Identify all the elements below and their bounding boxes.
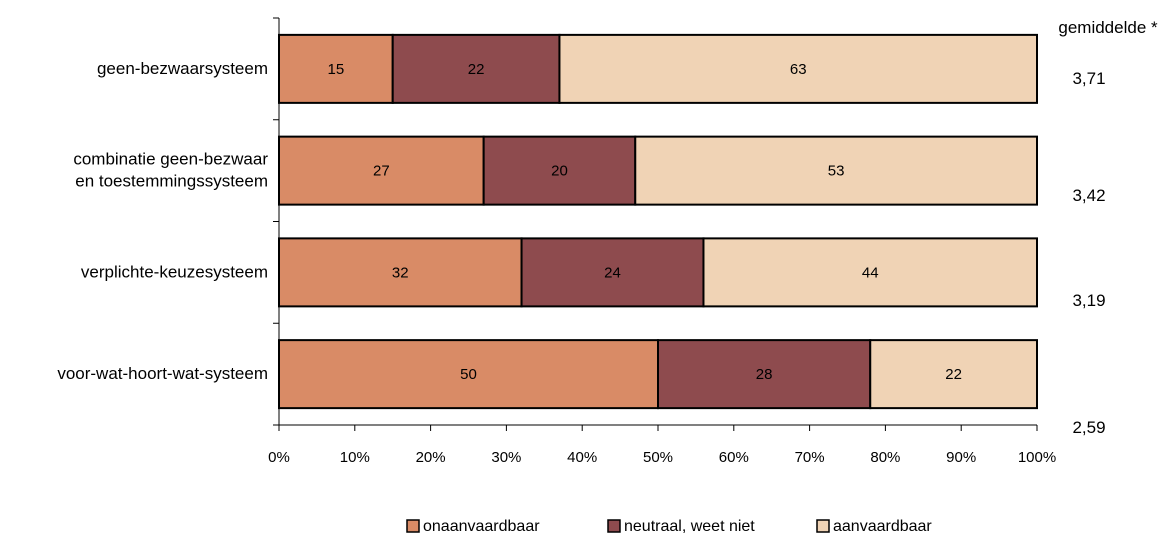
average-value: 2,59	[1072, 418, 1105, 437]
x-tick-label: 20%	[416, 449, 446, 466]
data-label: 20	[551, 163, 568, 180]
bar-segment-aanvaardbaar	[869, 339, 1038, 410]
category-label: geen-bezwaarsysteem	[97, 59, 268, 78]
averages-header: gemiddelde *	[1058, 18, 1158, 37]
legend-swatch-neutraal-weet-niet	[607, 519, 621, 533]
data-label: 27	[373, 163, 390, 180]
bar-segment-aanvaardbaar	[702, 237, 1038, 308]
category-label: combinatie geen-bezwaar	[73, 150, 268, 169]
category-label: verplichte-keuzesysteem	[81, 262, 268, 281]
legend-swatch-aanvaardbaar	[816, 519, 830, 533]
data-label: 32	[392, 264, 409, 281]
bar-segment-aanvaardbaar	[634, 135, 1038, 206]
data-label: 50	[460, 366, 477, 383]
data-label: 15	[328, 61, 345, 78]
bar-segment-neutraal-weet-niet	[391, 33, 561, 104]
x-tick-label: 40%	[567, 449, 597, 466]
x-tick-label: 60%	[719, 449, 749, 466]
x-tick-label: 30%	[491, 449, 521, 466]
x-tick-label: 80%	[870, 449, 900, 466]
data-label: 24	[604, 264, 621, 281]
x-tick-label: 90%	[946, 449, 976, 466]
average-value: 3,71	[1072, 69, 1105, 88]
legend-swatch-onaanvaardbaar	[406, 519, 420, 533]
average-value: 3,19	[1072, 291, 1105, 310]
category-label: en toestemmingssysteem	[75, 172, 268, 191]
bar-segment-aanvaardbaar	[558, 33, 1039, 104]
data-label: 63	[790, 61, 807, 78]
data-label: 22	[945, 366, 962, 383]
data-label: 22	[468, 61, 485, 78]
category-label: voor-wat-hoort-wat-systeem	[57, 364, 268, 383]
bar-segment-neutraal-weet-niet	[520, 237, 705, 308]
x-tick-label: 50%	[643, 449, 673, 466]
x-tick-label: 0%	[268, 449, 290, 466]
bar-segment-onaanvaardbaar	[278, 135, 485, 206]
data-label: 44	[862, 264, 879, 281]
legend-label: neutraal, weet niet	[624, 518, 755, 535]
x-tick-label: 100%	[1018, 449, 1056, 466]
data-label: 28	[756, 366, 773, 383]
legend-label: onaanvaardbaar	[423, 518, 540, 535]
x-tick-label: 70%	[795, 449, 825, 466]
bar-segment-onaanvaardbaar	[278, 339, 659, 410]
average-value: 3,42	[1072, 186, 1105, 205]
x-tick-label: 10%	[340, 449, 370, 466]
data-label: 53	[828, 163, 845, 180]
legend-label: aanvaardbaar	[833, 518, 932, 535]
